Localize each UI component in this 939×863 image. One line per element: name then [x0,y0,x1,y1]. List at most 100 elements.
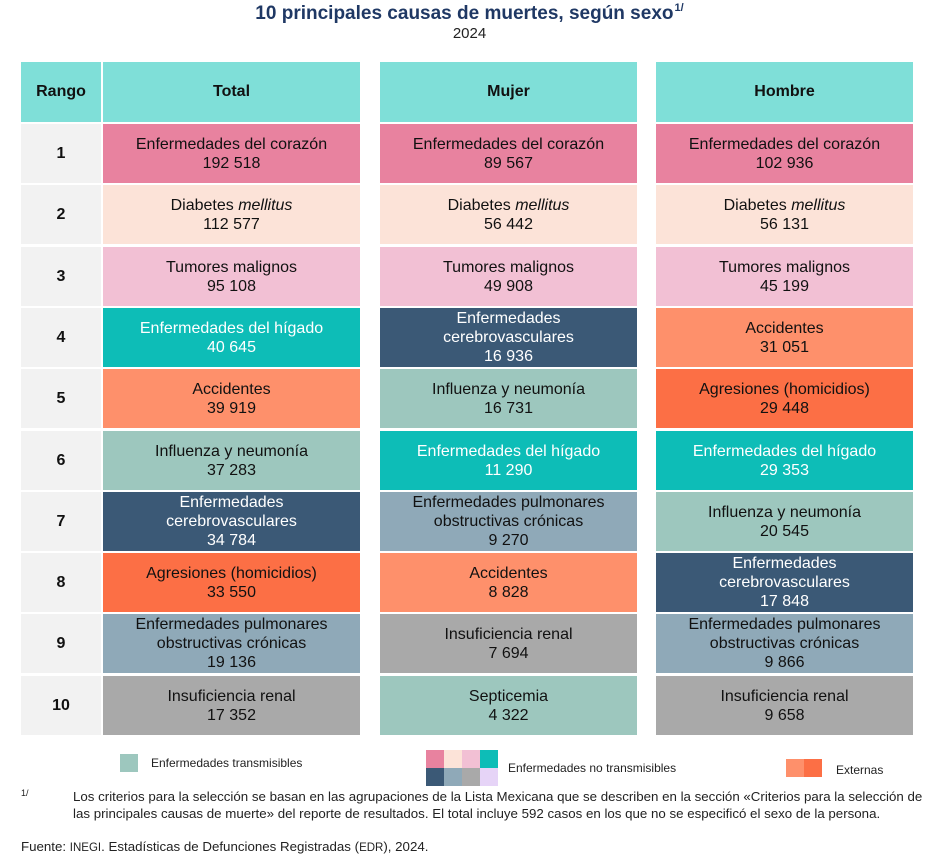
cause-name-text: Tumores malignos [165,258,297,276]
rank-cell: 3 [21,247,101,306]
header-female: Mujer [380,62,637,122]
rank-cell: 2 [21,185,101,244]
cause-name: Insuficiencia renal [720,687,848,706]
cause-cell-male: Enfermedades cerebrovasculares 17 848 [656,553,913,612]
legend-swatch-transmisibles [120,754,138,772]
cause-cell-total: Enfermedades cerebrovasculares 34 784 [103,492,360,551]
cause-name: Influenza y neumonía [432,380,585,399]
cause-name-text: Diabetes [447,196,511,214]
rank-cell: 8 [21,553,101,612]
cause-cell-female: Accidentes 8 828 [380,553,637,612]
death-count: 34 784 [207,532,256,549]
cause-name-text: Accidentes [745,319,824,337]
cause-cell-total: Enfermedades del corazón 192 518 [103,124,360,183]
death-count: 9 658 [764,706,805,724]
cause-name: Agresiones (homicidios) [699,380,870,399]
death-count: 33 550 [207,583,256,601]
cause-name-text: Enfermedades del hígado [139,319,324,337]
death-count: 112 577 [203,215,260,233]
cause-cell-female: Diabetes mellitus 56 442 [380,185,637,244]
death-count: 56 442 [484,215,533,233]
title-text: 10 principales causas de muertes, según … [255,3,674,24]
title-footnote-mark: 1/ [674,2,684,14]
legend-label-no-transmisibles: Enfermedades no transmisibles [508,761,677,775]
rank-cell: 1 [21,124,101,183]
footnote-text: Los criterios para la selección se basan… [73,789,923,821]
cause-cell-total: Enfermedades pulmonares obstructivas crón… [103,614,360,673]
cause-name-text: Enfermedades del corazón [688,135,881,153]
cause-cell-male: Influenza y neumonía 20 545 [656,492,913,551]
page-subtitle-year: 2024 [452,25,487,42]
cause-name: Enfermedades pulmonares [412,493,604,512]
cause-name-text: Enfermedades pulmonares [688,616,881,633]
death-count: 16 936 [484,348,533,365]
legend-swatch-externas [786,759,822,777]
death-count: 9 270 [488,532,529,549]
cause-name: Insuficiencia renal [167,687,295,706]
source-org: INEGI [69,842,102,854]
cause-name: Accidentes [469,564,547,583]
death-count: 31 051 [760,338,809,356]
cause-name: Enfermedades del corazón [136,135,327,154]
cause-cell-male: Insuficiencia renal 9 658 [656,676,913,735]
cause-cell-female: Insuficiencia renal 7 694 [380,614,637,673]
death-count: 19 136 [207,654,256,671]
death-count: 17 352 [207,706,256,724]
cause-name-text: Influenza y neumonía [155,442,308,460]
cause-name-text: Agresiones (homicidios) [699,380,870,398]
cause-name-text: Insuficiencia renal [720,687,849,705]
cause-name: Accidentes [745,319,823,338]
cause-cell-female: Enfermedades cerebrovasculares 16 936 [380,308,637,367]
cause-name-text: Insuficiencia renal [167,687,296,705]
cause-cell-total: Tumores malignos 95 108 [103,247,360,306]
cause-name-italic: mellitus [515,196,570,214]
cause-name: Diabetes mellitus [171,196,293,215]
source-text: . Estadísticas de Defunciones Registrada… [101,839,360,854]
cause-cell-female: Influenza y neumonía 16 731 [380,369,637,428]
legend-label-transmisibles: Enfermedades transmisibles [151,756,303,770]
cause-name-text: Tumores malignos [442,258,574,276]
source-abbr: EDR [359,842,384,854]
cause-cell-male: Enfermedades del hígado 29 353 [656,431,913,490]
cause-name: Enfermedades [732,554,836,573]
death-count: 20 545 [760,522,809,540]
cause-cell-male: Tumores malignos 45 199 [656,247,913,306]
death-count: 49 908 [484,277,533,295]
cause-cell-total: Insuficiencia renal 17 352 [103,676,360,735]
cause-name-text: Influenza y neumonía [708,503,861,521]
death-count: 37 283 [207,461,256,479]
cause-name-text: Accidentes [192,380,271,398]
cause-name: Enfermedades [179,493,283,512]
cause-cell-total: Influenza y neumonía 37 283 [103,431,360,490]
cause-cell-female: Enfermedades del corazón 89 567 [380,124,637,183]
death-count: 56 131 [760,215,809,233]
cause-name-text: Enfermedades del corazón [412,135,605,153]
death-count: 29 353 [760,461,809,479]
cause-name: Diabetes mellitus [724,196,846,215]
cause-cell-male: Enfermedades pulmonares obstructivas crón… [656,614,913,673]
cause-name-text: Diabetes [723,196,787,214]
death-count: 4 322 [488,706,529,724]
cause-cell-total: Accidentes 39 919 [103,369,360,428]
cause-name: Diabetes mellitus [448,196,570,215]
rank-cell: 7 [21,492,101,551]
cause-name: Enfermedades pulmonares [688,615,880,634]
cause-name: Enfermedades [456,309,560,328]
cause-cell-female: Enfermedades pulmonares obstructivas crón… [380,492,637,551]
death-count: 9 866 [764,654,805,671]
cause-name: Tumores malignos [719,258,850,277]
rank-cell: 5 [21,369,101,428]
death-count: 29 448 [760,399,809,417]
death-count: 39 919 [207,399,256,417]
cause-name: Accidentes [192,380,270,399]
cause-name-line2: obstructivas crónicas [156,635,307,652]
cause-name-text: Septicemia [468,687,549,705]
cause-name-text: Accidentes [469,564,548,582]
cause-name-text: Influenza y neumonía [432,380,585,398]
rank-cell: 9 [21,614,101,673]
cause-cell-total: Enfermedades del hígado 40 645 [103,308,360,367]
death-count: 192 518 [202,154,261,172]
legend-swatch-no-transmisibles [426,750,498,786]
cause-name: Insuficiencia renal [444,625,572,644]
death-count: 16 731 [484,399,533,417]
